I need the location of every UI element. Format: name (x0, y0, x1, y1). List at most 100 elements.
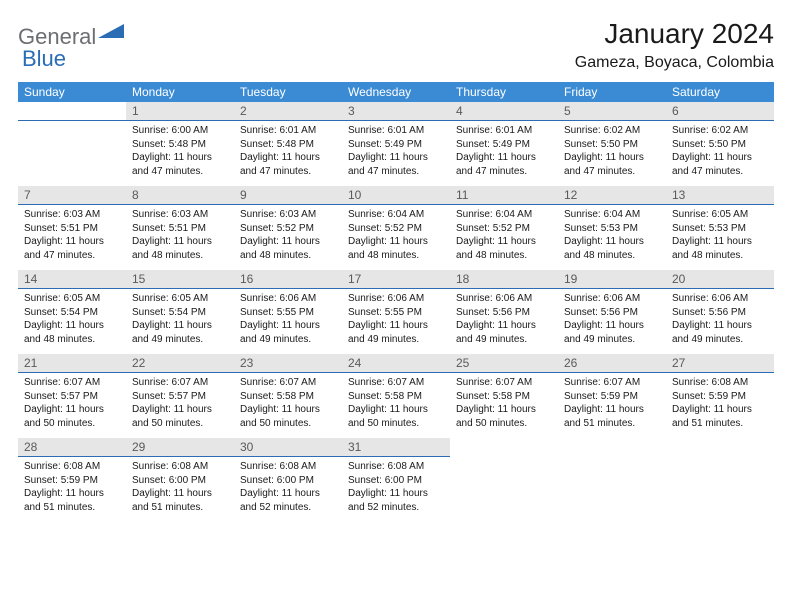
daynum-row: 78910111213 (18, 186, 774, 205)
daybody-cell: Sunrise: 6:04 AMSunset: 5:53 PMDaylight:… (558, 205, 666, 270)
day-number: 20 (666, 270, 774, 289)
day-details: Sunrise: 6:02 AMSunset: 5:50 PMDaylight:… (558, 121, 666, 186)
day-number: 5 (558, 102, 666, 121)
daynum-row: 14151617181920 (18, 270, 774, 289)
day-details: Sunrise: 6:05 AMSunset: 5:54 PMDaylight:… (126, 289, 234, 354)
day-number: 4 (450, 102, 558, 121)
daynum-cell: 11 (450, 186, 558, 205)
daybody-cell: Sunrise: 6:05 AMSunset: 5:54 PMDaylight:… (126, 289, 234, 354)
daybody-cell: Sunrise: 6:08 AMSunset: 6:00 PMDaylight:… (342, 457, 450, 522)
daynum-cell: 27 (666, 354, 774, 373)
day-details: Sunrise: 6:06 AMSunset: 5:55 PMDaylight:… (342, 289, 450, 354)
daybody-cell: Sunrise: 6:01 AMSunset: 5:48 PMDaylight:… (234, 121, 342, 186)
daybody-row: Sunrise: 6:08 AMSunset: 5:59 PMDaylight:… (18, 457, 774, 522)
day-details: Sunrise: 6:08 AMSunset: 5:59 PMDaylight:… (18, 457, 126, 522)
daynum-cell (558, 438, 666, 457)
day-details: Sunrise: 6:06 AMSunset: 5:56 PMDaylight:… (666, 289, 774, 354)
daynum-cell: 5 (558, 102, 666, 121)
daybody-cell (450, 457, 558, 522)
daybody-cell: Sunrise: 6:06 AMSunset: 5:55 PMDaylight:… (342, 289, 450, 354)
daynum-cell: 20 (666, 270, 774, 289)
day-details: Sunrise: 6:00 AMSunset: 5:48 PMDaylight:… (126, 121, 234, 186)
weekday-header: Friday (558, 82, 666, 102)
day-number: 1 (126, 102, 234, 121)
daynum-cell: 22 (126, 354, 234, 373)
daynum-cell: 10 (342, 186, 450, 205)
day-number: 13 (666, 186, 774, 205)
daybody-cell: Sunrise: 6:05 AMSunset: 5:54 PMDaylight:… (18, 289, 126, 354)
day-number: 26 (558, 354, 666, 373)
day-details: Sunrise: 6:01 AMSunset: 5:48 PMDaylight:… (234, 121, 342, 186)
day-number: 24 (342, 354, 450, 373)
daybody-cell: Sunrise: 6:06 AMSunset: 5:56 PMDaylight:… (558, 289, 666, 354)
weekday-header: Monday (126, 82, 234, 102)
calendar-table: SundayMondayTuesdayWednesdayThursdayFrid… (18, 82, 774, 522)
daynum-cell: 3 (342, 102, 450, 121)
daybody-cell: Sunrise: 6:07 AMSunset: 5:57 PMDaylight:… (126, 373, 234, 438)
day-details: Sunrise: 6:03 AMSunset: 5:51 PMDaylight:… (18, 205, 126, 270)
daynum-cell: 2 (234, 102, 342, 121)
day-number: 10 (342, 186, 450, 205)
daynum-cell: 23 (234, 354, 342, 373)
day-details: Sunrise: 6:08 AMSunset: 5:59 PMDaylight:… (666, 373, 774, 438)
daynum-cell: 4 (450, 102, 558, 121)
daybody-row: Sunrise: 6:03 AMSunset: 5:51 PMDaylight:… (18, 205, 774, 270)
daynum-cell (18, 102, 126, 121)
day-number: 18 (450, 270, 558, 289)
day-number: 21 (18, 354, 126, 373)
day-number: 2 (234, 102, 342, 121)
daynum-cell: 30 (234, 438, 342, 457)
day-number: 17 (342, 270, 450, 289)
daybody-cell: Sunrise: 6:07 AMSunset: 5:57 PMDaylight:… (18, 373, 126, 438)
daynum-row: 28293031 (18, 438, 774, 457)
daynum-cell: 31 (342, 438, 450, 457)
daynum-cell: 6 (666, 102, 774, 121)
daybody-cell: Sunrise: 6:04 AMSunset: 5:52 PMDaylight:… (450, 205, 558, 270)
daynum-cell: 16 (234, 270, 342, 289)
daybody-cell: Sunrise: 6:00 AMSunset: 5:48 PMDaylight:… (126, 121, 234, 186)
daybody-cell: Sunrise: 6:03 AMSunset: 5:51 PMDaylight:… (126, 205, 234, 270)
daybody-cell: Sunrise: 6:08 AMSunset: 6:00 PMDaylight:… (126, 457, 234, 522)
location: Gameza, Boyaca, Colombia (575, 54, 774, 72)
daybody-row: Sunrise: 6:00 AMSunset: 5:48 PMDaylight:… (18, 121, 774, 186)
empty-day-number (450, 438, 558, 456)
day-details (450, 457, 558, 519)
day-number: 9 (234, 186, 342, 205)
day-details: Sunrise: 6:02 AMSunset: 5:50 PMDaylight:… (666, 121, 774, 186)
daynum-cell: 8 (126, 186, 234, 205)
day-details (558, 457, 666, 519)
daybody-cell: Sunrise: 6:08 AMSunset: 6:00 PMDaylight:… (234, 457, 342, 522)
empty-day-number (18, 102, 126, 121)
day-details (666, 457, 774, 519)
daybody-cell: Sunrise: 6:01 AMSunset: 5:49 PMDaylight:… (450, 121, 558, 186)
daynum-cell: 21 (18, 354, 126, 373)
daybody-row: Sunrise: 6:07 AMSunset: 5:57 PMDaylight:… (18, 373, 774, 438)
day-number: 15 (126, 270, 234, 289)
day-number: 28 (18, 438, 126, 457)
day-number: 29 (126, 438, 234, 457)
day-details: Sunrise: 6:01 AMSunset: 5:49 PMDaylight:… (450, 121, 558, 186)
daynum-row: 123456 (18, 102, 774, 121)
logo-text-blue: Blue (22, 46, 66, 71)
daybody-cell (558, 457, 666, 522)
day-details: Sunrise: 6:06 AMSunset: 5:55 PMDaylight:… (234, 289, 342, 354)
daybody-cell: Sunrise: 6:02 AMSunset: 5:50 PMDaylight:… (558, 121, 666, 186)
day-number: 19 (558, 270, 666, 289)
daynum-cell: 18 (450, 270, 558, 289)
title-block: January 2024 Gameza, Boyaca, Colombia (575, 18, 774, 72)
day-details: Sunrise: 6:08 AMSunset: 6:00 PMDaylight:… (126, 457, 234, 522)
daybody-cell: Sunrise: 6:07 AMSunset: 5:59 PMDaylight:… (558, 373, 666, 438)
weekday-header: Wednesday (342, 82, 450, 102)
daybody-cell: Sunrise: 6:03 AMSunset: 5:52 PMDaylight:… (234, 205, 342, 270)
day-details: Sunrise: 6:05 AMSunset: 5:54 PMDaylight:… (18, 289, 126, 354)
day-details: Sunrise: 6:06 AMSunset: 5:56 PMDaylight:… (558, 289, 666, 354)
logo-text-blue-wrap: Blue (22, 46, 66, 72)
daybody-cell: Sunrise: 6:07 AMSunset: 5:58 PMDaylight:… (450, 373, 558, 438)
daybody-cell: Sunrise: 6:02 AMSunset: 5:50 PMDaylight:… (666, 121, 774, 186)
empty-day-number (558, 438, 666, 456)
day-details: Sunrise: 6:01 AMSunset: 5:49 PMDaylight:… (342, 121, 450, 186)
day-details: Sunrise: 6:08 AMSunset: 6:00 PMDaylight:… (234, 457, 342, 522)
daynum-cell: 13 (666, 186, 774, 205)
day-details: Sunrise: 6:07 AMSunset: 5:59 PMDaylight:… (558, 373, 666, 438)
daybody-row: Sunrise: 6:05 AMSunset: 5:54 PMDaylight:… (18, 289, 774, 354)
